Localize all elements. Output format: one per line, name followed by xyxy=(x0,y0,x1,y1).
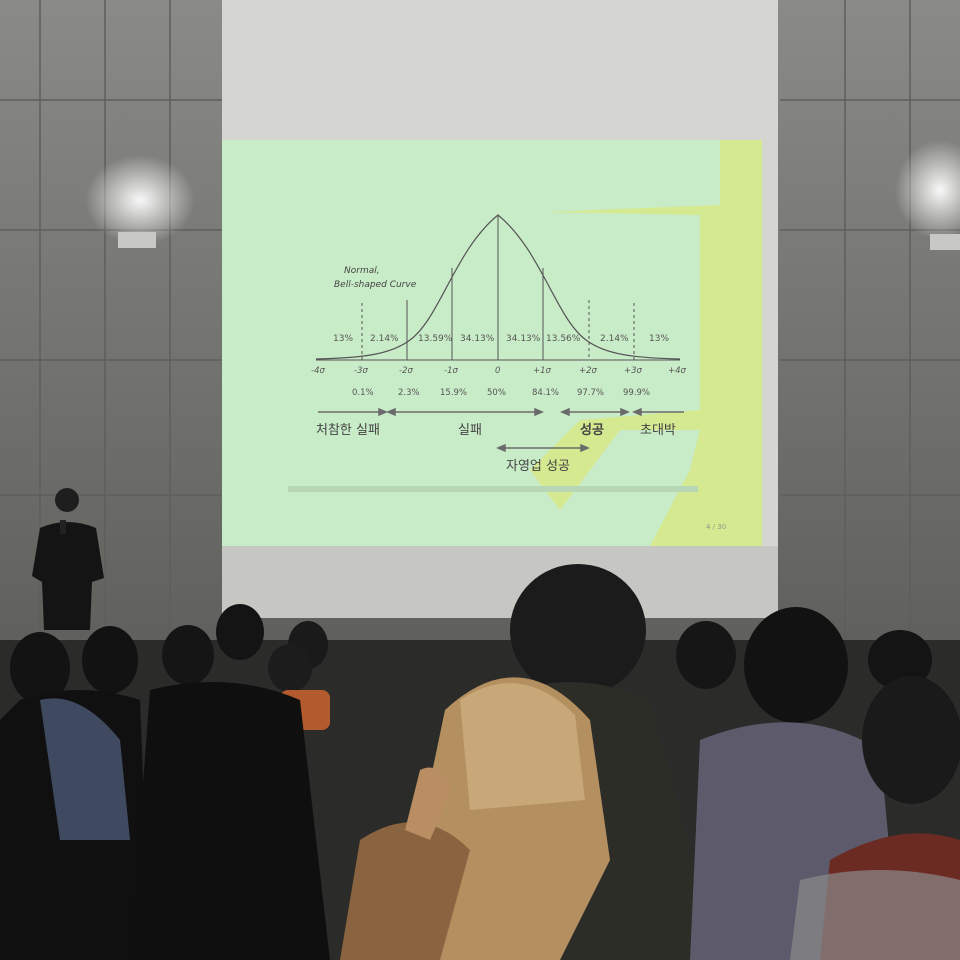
wall-lamp-glow-right xyxy=(895,140,960,240)
wall-panel-seams xyxy=(0,0,960,640)
slide xyxy=(222,140,762,546)
sigma-divider-lines xyxy=(361,215,635,360)
wall-lamp-left xyxy=(118,232,156,248)
audience xyxy=(0,564,960,960)
category-arrows xyxy=(318,407,684,453)
speaker xyxy=(32,488,104,630)
slide-footnote-blur xyxy=(288,486,698,492)
wall-lamp-right xyxy=(930,234,960,250)
slide-accent-shape xyxy=(530,140,762,546)
screen-lower-band xyxy=(222,546,778,618)
wall-lamp-glow-left xyxy=(85,155,195,245)
